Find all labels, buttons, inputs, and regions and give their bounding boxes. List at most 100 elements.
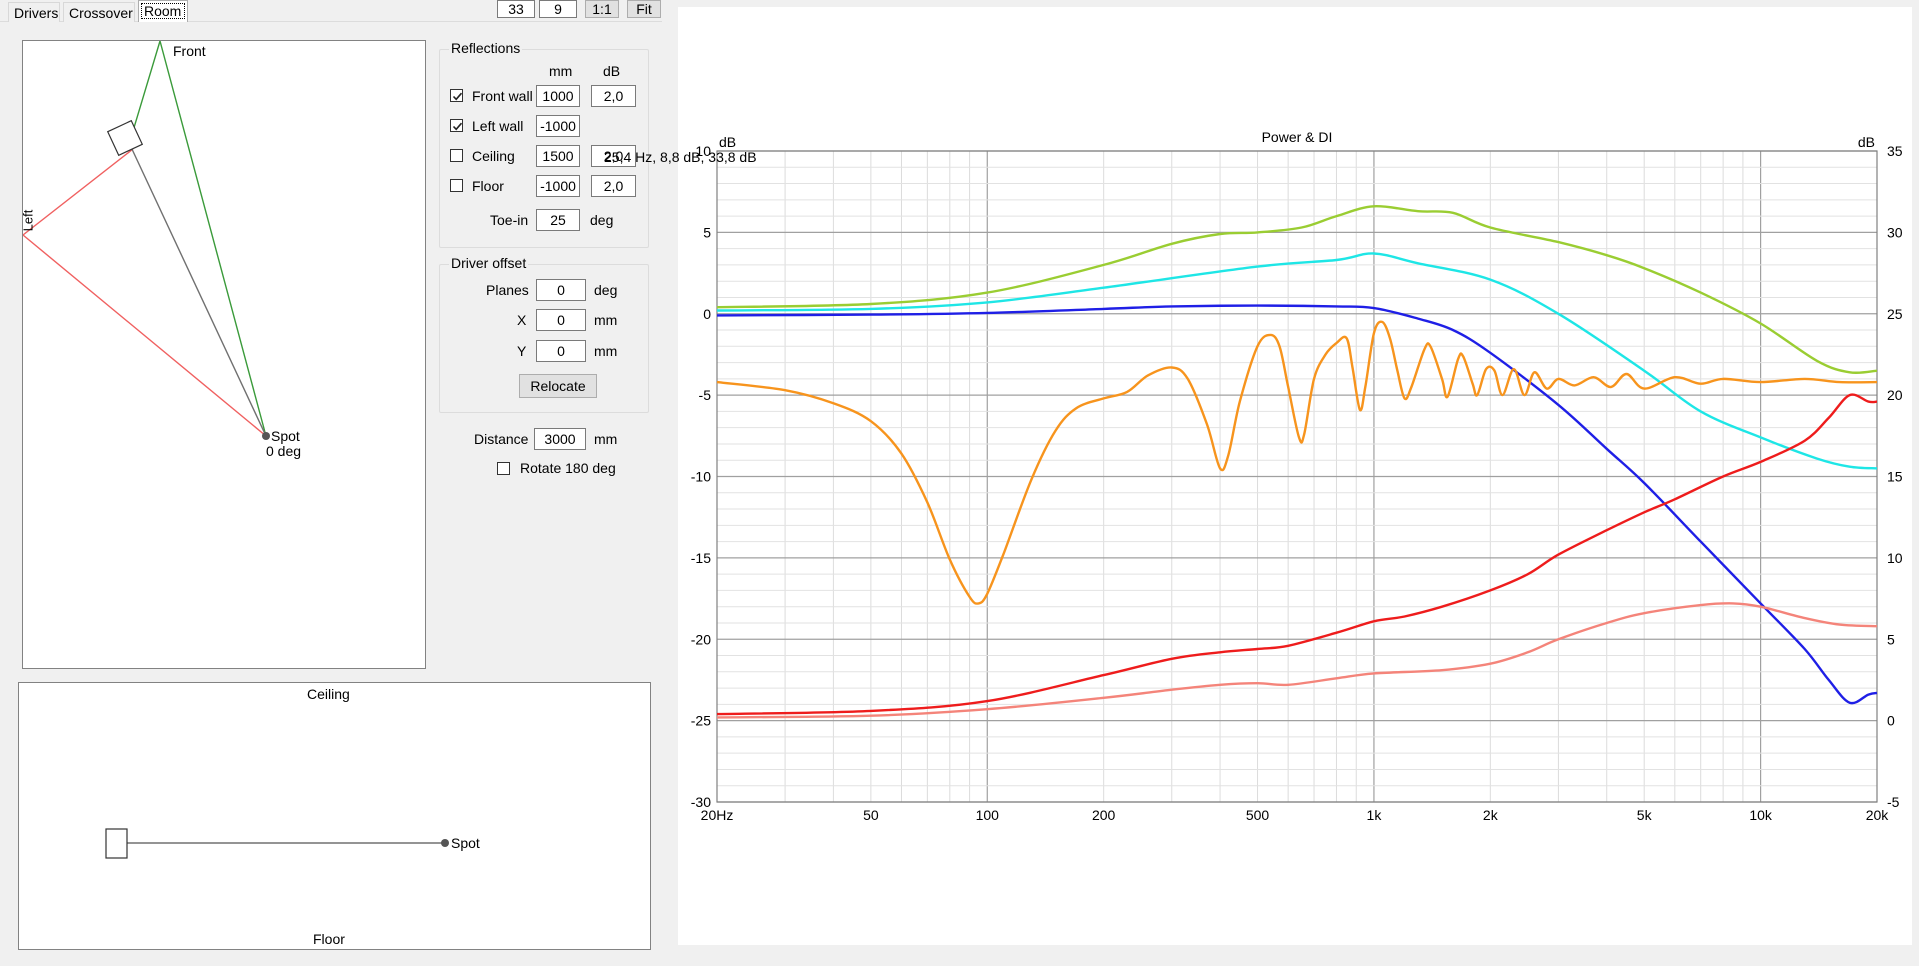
y-left-tick-label: 0 [703,306,711,322]
y-left-unit-label: dB [719,134,736,150]
x-tick-label: 10k [1749,807,1773,823]
left-wall-mm-field[interactable]: -1000 [536,115,580,137]
relocate-button[interactable]: Relocate [519,374,597,398]
floor-db-field[interactable]: 2,0 [591,175,636,197]
y-right-tick-label: 0 [1887,713,1895,729]
y-offset-field[interactable]: 0 [536,340,586,362]
series-line-5 [716,320,1878,605]
cursor-tooltip: 25,4 Hz, 8,8 dB, 33,8 dB [604,149,757,165]
x-offset-unit: mm [594,312,618,328]
y-left-tick-label: 10 [695,143,711,159]
room-plan-view[interactable]: Front Left Spot 0 deg [20,40,426,669]
plot-frame [716,150,1878,803]
rotate-180-label: Rotate 180 deg [520,460,616,476]
mm-column-header: mm [549,63,573,79]
front-reflection-path-b [132,41,161,132]
y-left-tick-label: -15 [691,550,711,566]
y-left-tick-label: 5 [703,224,711,240]
floor-checkbox[interactable] [450,179,463,192]
y-right-tick-label: 10 [1887,550,1903,566]
ceiling-db-field[interactable]: 2,0 [591,145,636,167]
toe-in-label: Toe-in [490,212,529,228]
x-tick-label: 500 [1246,807,1270,823]
y-right-tick-label: -5 [1887,794,1900,810]
side-spot-marker[interactable] [441,839,449,847]
y-left-tick-label: -25 [691,713,711,729]
x-tick-label: 50 [863,807,879,823]
direct-path [130,146,267,437]
front-wall-label: Front [173,43,206,59]
tab-room[interactable]: Room [138,0,188,22]
spot-label: Spot [271,428,300,444]
rotate-180-checkbox[interactable] [497,462,510,475]
speaker-side-icon[interactable] [105,828,128,859]
distance-field[interactable]: 3000 [534,428,586,450]
x-tick-label: 20k [1866,807,1890,823]
x-tick-label: 100 [976,807,1000,823]
left-reflection-path-a [23,234,267,437]
front-wall-db-field[interactable]: 2,0 [591,85,636,107]
ceiling-label: Ceiling [307,686,350,702]
x-offset-field[interactable]: 0 [536,309,586,331]
front-reflection-path-a [159,41,267,437]
series-line-1 [716,252,1878,470]
distance-label: Distance [474,431,529,447]
toolbar-value-b[interactable]: 9 [539,0,577,18]
x-tick-label: 2k [1483,807,1499,823]
front-wall-label: Front wall [472,88,533,104]
tab-strip-border [0,21,662,22]
series-line-0 [716,205,1878,375]
listening-spot-marker[interactable] [262,432,270,440]
y-offset-label: Y [517,343,527,359]
x-tick-label: 5k [1637,807,1653,823]
x-tick-label: 20Hz [701,807,734,823]
side-view-drawing [105,828,449,859]
one-to-one-button[interactable]: 1:1 [585,0,619,18]
reflections-group: Reflections [439,40,649,248]
y-right-tick-label: 25 [1887,306,1903,322]
fit-button[interactable]: Fit [627,0,661,18]
left-reflection-path-b [23,148,134,236]
y-right-tick-label: 30 [1887,224,1903,240]
y-right-tick-label: 5 [1887,631,1895,647]
tab-drivers[interactable]: Drivers [8,2,60,22]
y-right-tick-label: 15 [1887,469,1903,485]
front-wall-mm-field[interactable]: 1000 [536,85,580,107]
left-wall-label: Left [20,209,36,232]
floor-mm-field[interactable]: -1000 [536,175,580,197]
driver-offset-group: Driver offset [439,255,649,413]
power-di-chart[interactable]: 10 5 0 -5 -10 -15 -20 -25 -30 35 30 25 20 15 10 5 0 -5 20H… [678,7,1912,945]
x-offset-label: X [517,312,527,328]
y-left-tick-label: -5 [699,387,712,403]
planes-unit: deg [594,282,618,298]
x-tick-label: 1k [1367,807,1383,823]
toe-in-unit: deg [590,212,614,228]
ceiling-mm-field[interactable]: 1500 [536,145,580,167]
planes-field[interactable]: 0 [536,279,586,301]
side-view[interactable]: Ceiling Floor Spot [18,682,651,950]
toe-in-field[interactable]: 25 [536,209,580,231]
reflections-title: Reflections [449,40,523,56]
speaker-plan-icon[interactable] [106,119,144,157]
series-line-3 [716,393,1878,716]
y-right-unit-label: dB [1858,134,1875,150]
toolbar-value-a[interactable]: 33 [497,0,535,18]
floor-row-label: Floor [472,178,504,194]
ceiling-row-label: Ceiling [472,148,515,164]
ceiling-checkbox[interactable] [450,149,463,162]
power-di-chart-svg: 1050-5-10-15-20-25-3035302520151050-520H… [691,129,1903,823]
driver-offset-title: Driver offset [449,255,529,271]
series-line-4 [716,602,1878,719]
planes-label: Planes [486,282,529,298]
y-left-tick-label: -10 [691,469,711,485]
y-right-tick-label: 35 [1887,143,1903,159]
y-left-tick-label: -20 [691,631,711,647]
y-offset-unit: mm [594,343,618,359]
y-right-tick-label: 20 [1887,387,1903,403]
left-wall-checkbox[interactable] [450,119,463,132]
spot-angle-label: 0 deg [266,443,302,459]
x-tick-label: 200 [1092,807,1116,823]
db-column-header: dB [603,63,621,79]
front-wall-checkbox[interactable] [450,89,463,102]
tab-crossover[interactable]: Crossover [63,2,135,22]
